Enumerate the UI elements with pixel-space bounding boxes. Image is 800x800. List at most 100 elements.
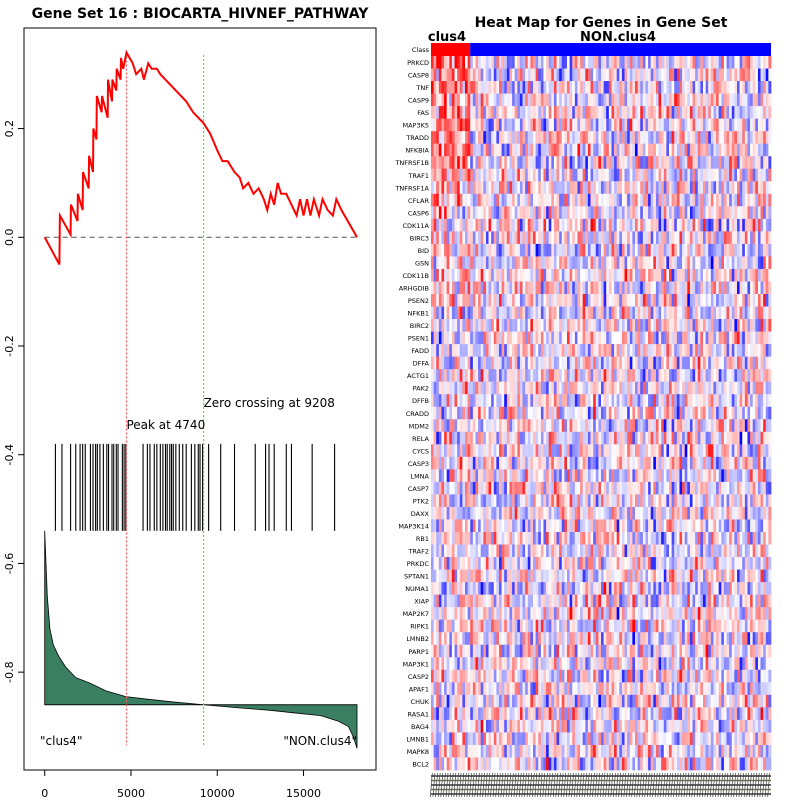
heatmap-cell <box>703 256 706 270</box>
heatmap-cell <box>517 294 521 307</box>
heatmap-cell <box>768 369 772 383</box>
heatmap-cell <box>642 206 646 220</box>
heatmap-cell <box>755 206 759 220</box>
heatmap-cell <box>616 118 620 132</box>
heatmap-cell <box>493 444 497 458</box>
heatmap-cell <box>731 156 735 170</box>
heatmap-cell <box>480 81 484 94</box>
heatmap-cell <box>744 431 748 445</box>
heatmap-cell <box>475 294 479 307</box>
heatmap-cell <box>705 56 709 69</box>
heatmap-cell <box>441 394 445 408</box>
heatmap-cell <box>525 68 529 82</box>
heatmap-cell <box>708 143 712 157</box>
heatmap-cell <box>449 131 453 145</box>
heatmap-cell <box>653 256 657 270</box>
heatmap-cell <box>538 56 542 69</box>
heatmap-cell <box>653 118 657 132</box>
heatmap-cell <box>564 231 568 245</box>
heatmap-cell <box>692 331 696 345</box>
heatmap-cell <box>546 431 550 445</box>
heatmap-cell <box>449 381 453 395</box>
heatmap-cell <box>585 281 589 295</box>
heatmap-cell <box>449 444 453 458</box>
heatmap-cell <box>556 218 560 232</box>
heatmap-cell <box>755 93 759 107</box>
heatmap-cell <box>744 444 748 458</box>
heatmap-cell <box>744 319 748 332</box>
heatmap-cell <box>661 81 665 94</box>
heatmap-cell <box>449 344 453 357</box>
heatmap-cell <box>752 256 756 270</box>
heatmap-cell <box>567 256 570 270</box>
heatmap-cell <box>768 469 772 483</box>
heatmap-cell <box>431 268 434 282</box>
heatmap-cell <box>585 394 589 408</box>
heatmap-cell <box>674 143 678 157</box>
heatmap-cell <box>585 206 589 220</box>
heatmap-cell <box>454 243 458 257</box>
heatmap-cell <box>653 56 657 69</box>
heatmap-cell <box>493 394 497 408</box>
heatmap-cell <box>650 519 654 533</box>
heatmap-cell <box>700 206 704 220</box>
heatmap-cell <box>635 193 638 207</box>
heatmap-cell <box>493 369 497 383</box>
heatmap-cell <box>493 206 497 220</box>
heatmap-cell <box>491 406 495 420</box>
heatmap-cell <box>551 506 555 520</box>
heatmap-cell <box>768 456 772 470</box>
heatmap-cell <box>551 68 555 82</box>
heatmap-cell <box>744 131 748 145</box>
heatmap-cell <box>488 168 492 182</box>
heatmap-cell <box>465 369 468 383</box>
heatmap-cell <box>491 319 495 332</box>
heatmap-cell <box>540 331 544 345</box>
heatmap-cell <box>543 381 547 395</box>
heatmap-cell <box>606 456 610 470</box>
heatmap-cell <box>632 131 636 145</box>
heatmap-cell <box>671 494 675 508</box>
heatmap-cell <box>475 156 479 170</box>
heatmap-cell <box>446 344 450 357</box>
heatmap-cell <box>726 206 730 220</box>
heatmap-cell <box>564 56 568 69</box>
heatmap-cell <box>606 143 610 157</box>
heatmap-cell <box>491 431 495 445</box>
heatmap-cell <box>530 143 534 157</box>
heatmap-cell <box>517 306 521 320</box>
heatmap-cell <box>747 394 751 408</box>
heatmap-cell <box>645 193 649 207</box>
heatmap-cell <box>637 156 641 170</box>
heatmap-cell <box>559 306 563 320</box>
heatmap-cell <box>674 206 678 220</box>
heatmap-cell <box>624 494 628 508</box>
heatmap-cell <box>519 181 523 195</box>
heatmap-cell <box>538 256 542 270</box>
heatmap-cell <box>611 68 615 82</box>
heatmap-cell <box>441 218 445 232</box>
heatmap-cell <box>635 143 638 157</box>
heatmap-cell <box>611 331 615 345</box>
heatmap-cell <box>726 218 730 232</box>
heatmap-cell <box>606 369 610 383</box>
heatmap-cell <box>669 456 672 470</box>
heatmap-cell <box>527 181 531 195</box>
heatmap-cell <box>478 381 482 395</box>
heatmap-cell <box>561 369 565 383</box>
heatmap-cell <box>433 344 437 357</box>
heatmap-cell <box>525 506 529 520</box>
heatmap-cell <box>522 469 526 483</box>
heatmap-cell <box>682 356 686 370</box>
heatmap-cell <box>703 131 706 145</box>
heatmap-cell <box>587 93 591 107</box>
heatmap-cell <box>763 319 767 332</box>
heatmap-cell <box>708 93 712 107</box>
heatmap-cell <box>708 444 712 458</box>
heatmap-cell <box>441 281 445 295</box>
heatmap-cell <box>708 406 712 420</box>
heatmap-cell <box>611 506 615 520</box>
heatmap-cell <box>485 81 489 94</box>
heatmap-cell <box>449 156 453 170</box>
heatmap-cell <box>757 294 761 307</box>
